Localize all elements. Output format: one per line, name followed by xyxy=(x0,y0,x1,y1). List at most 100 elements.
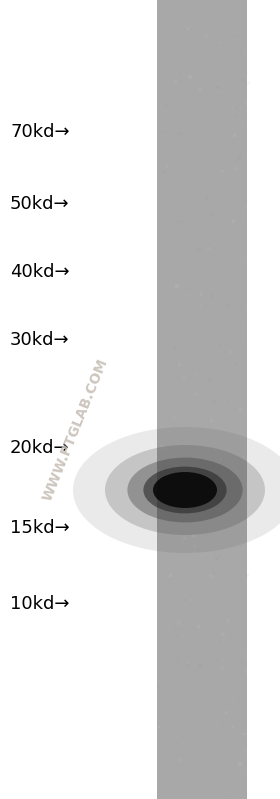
Bar xyxy=(207,245,211,248)
Bar xyxy=(167,451,171,455)
Bar xyxy=(187,661,190,664)
Bar xyxy=(228,512,230,515)
Bar xyxy=(207,245,211,249)
Bar xyxy=(158,392,162,395)
Bar xyxy=(174,108,176,109)
Bar xyxy=(194,393,197,396)
Bar xyxy=(169,45,171,46)
Bar xyxy=(214,181,218,184)
Bar xyxy=(245,101,248,104)
Bar xyxy=(190,367,193,370)
Bar xyxy=(188,462,190,463)
Bar xyxy=(178,221,181,223)
Bar xyxy=(169,125,171,128)
Bar xyxy=(219,49,222,51)
Bar xyxy=(218,197,220,198)
Bar xyxy=(157,686,160,688)
Bar xyxy=(186,704,187,705)
Bar xyxy=(220,589,221,590)
Bar xyxy=(170,306,172,308)
Bar xyxy=(181,610,184,611)
Bar xyxy=(162,662,164,663)
Bar xyxy=(190,599,192,601)
Bar xyxy=(170,208,172,210)
Bar xyxy=(223,242,224,244)
Bar xyxy=(214,190,217,193)
Bar xyxy=(206,486,209,489)
Bar xyxy=(202,523,205,526)
Bar xyxy=(243,505,244,506)
Bar xyxy=(160,130,164,133)
Bar xyxy=(171,353,173,355)
Bar xyxy=(205,197,208,200)
Bar xyxy=(178,364,181,366)
Bar xyxy=(227,415,229,419)
Bar xyxy=(239,561,240,562)
Bar xyxy=(197,525,200,527)
Bar xyxy=(232,79,235,82)
Bar xyxy=(240,306,243,308)
Bar xyxy=(236,35,239,38)
Bar xyxy=(172,637,176,640)
Bar xyxy=(218,639,221,643)
Bar xyxy=(172,269,176,272)
Bar xyxy=(173,416,176,419)
Bar xyxy=(221,721,224,724)
Bar xyxy=(237,376,240,380)
Bar xyxy=(225,499,228,503)
Bar xyxy=(234,693,235,694)
Bar xyxy=(157,0,247,799)
Bar xyxy=(196,497,199,500)
Bar xyxy=(166,27,169,30)
Bar xyxy=(232,194,235,197)
Bar xyxy=(231,702,232,704)
Bar xyxy=(180,276,181,277)
Bar xyxy=(227,400,229,403)
Bar xyxy=(183,2,185,3)
Bar xyxy=(223,296,225,298)
Text: 50kd→: 50kd→ xyxy=(10,195,70,213)
Ellipse shape xyxy=(127,458,242,523)
Bar xyxy=(184,473,186,475)
Bar xyxy=(218,344,221,347)
Bar xyxy=(227,233,229,234)
Bar xyxy=(225,350,229,354)
Bar xyxy=(195,479,199,483)
Bar xyxy=(186,276,188,277)
Bar xyxy=(164,318,165,320)
Text: 20kd→: 20kd→ xyxy=(10,439,70,457)
Text: 15kd→: 15kd→ xyxy=(10,519,70,537)
Bar xyxy=(204,607,205,609)
Bar xyxy=(203,142,206,145)
Bar xyxy=(226,741,228,744)
Bar xyxy=(189,4,193,7)
Bar xyxy=(245,763,247,765)
Bar xyxy=(176,259,179,262)
Bar xyxy=(193,545,196,548)
Bar xyxy=(178,56,181,59)
Bar xyxy=(188,563,190,566)
Bar xyxy=(194,46,196,48)
Bar xyxy=(238,762,242,766)
Bar xyxy=(191,165,193,168)
Bar xyxy=(231,100,233,103)
Bar xyxy=(234,362,237,365)
Bar xyxy=(202,293,204,294)
Bar xyxy=(230,631,232,634)
Bar xyxy=(228,131,232,135)
Bar xyxy=(213,202,216,205)
Bar xyxy=(168,431,170,433)
Bar xyxy=(177,601,179,603)
Bar xyxy=(246,654,249,657)
Bar xyxy=(192,186,193,188)
Bar xyxy=(196,695,199,698)
Bar xyxy=(216,713,217,714)
Bar xyxy=(171,328,175,332)
Bar xyxy=(241,175,245,179)
Bar xyxy=(220,152,224,156)
Bar xyxy=(230,704,231,706)
Bar xyxy=(176,284,179,288)
Bar xyxy=(213,564,214,566)
Bar xyxy=(210,213,213,216)
Bar xyxy=(179,615,180,617)
